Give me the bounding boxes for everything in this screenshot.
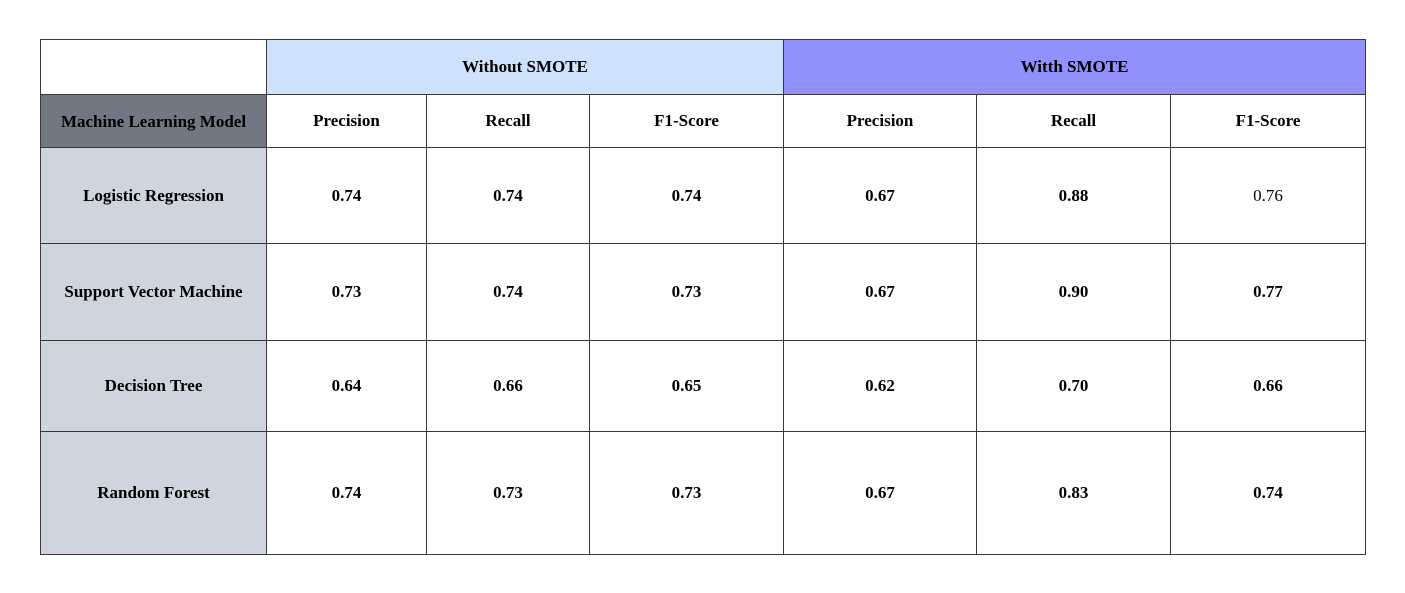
model-name-cell: Logistic Regression xyxy=(40,147,267,244)
table-row: Decision Tree 0.64 0.66 0.65 0.62 0.70 0.66 xyxy=(40,340,1367,432)
value-cell-without-f1: 0.65 xyxy=(588,340,785,432)
model-column-header: Machine Learning Model xyxy=(40,94,267,148)
metric-header-with-f1: F1-Score xyxy=(1170,94,1367,148)
model-name-cell: Random Forest xyxy=(40,431,267,555)
value-cell-with-f1: 0.76 xyxy=(1170,147,1367,244)
value-cell-with-recall: 0.90 xyxy=(976,243,1172,341)
value-cell-without-recall: 0.66 xyxy=(426,340,590,432)
value-cell-with-precision: 0.67 xyxy=(783,147,978,244)
value-cell-without-f1: 0.73 xyxy=(588,243,785,341)
value-cell-with-recall: 0.88 xyxy=(976,147,1172,244)
value-cell-without-recall: 0.74 xyxy=(426,147,590,244)
value-cell-with-f1: 0.66 xyxy=(1170,340,1367,432)
metric-header-with-recall: Recall xyxy=(976,94,1172,148)
value-cell-without-precision: 0.74 xyxy=(266,431,427,555)
value-cell-without-recall: 0.73 xyxy=(426,431,590,555)
group-header-without-smote: Without SMOTE xyxy=(265,39,785,95)
table-row: Support Vector Machine 0.73 0.74 0.73 0.67 0.… xyxy=(40,243,1367,341)
metric-header-without-precision: Precision xyxy=(266,94,427,148)
value-cell-with-recall: 0.83 xyxy=(976,431,1172,555)
value-cell-with-f1: 0.77 xyxy=(1170,243,1367,341)
value-cell-without-precision: 0.64 xyxy=(266,340,427,432)
metric-header-without-recall: Recall xyxy=(426,94,590,148)
metric-header-with-precision: Precision xyxy=(783,94,978,148)
value-cell-without-precision: 0.74 xyxy=(266,147,427,244)
value-cell-with-precision: 0.62 xyxy=(783,340,978,432)
metric-header-without-f1: F1-Score xyxy=(588,94,785,148)
value-cell-with-precision: 0.67 xyxy=(783,243,978,341)
model-name-cell: Support Vector Machine xyxy=(40,243,267,341)
table-row: Random Forest 0.74 0.73 0.73 0.67 0.83 0.74 xyxy=(40,431,1367,555)
value-cell-without-f1: 0.73 xyxy=(588,431,785,555)
value-cell-with-f1: 0.74 xyxy=(1170,431,1367,555)
value-cell-without-f1: 0.74 xyxy=(588,147,785,244)
group-header-with-smote: Witth SMOTE xyxy=(783,39,1367,95)
value-cell-with-recall: 0.70 xyxy=(976,340,1172,432)
corner-cell xyxy=(40,39,267,95)
value-cell-without-recall: 0.74 xyxy=(426,243,590,341)
metric-header-row: Machine Learning Model Precision Recall … xyxy=(40,94,1367,148)
value-cell-with-precision: 0.67 xyxy=(783,431,978,555)
model-name-cell: Decision Tree xyxy=(40,340,267,432)
value-cell-without-precision: 0.73 xyxy=(266,243,427,341)
group-header-row: Without SMOTE Witth SMOTE xyxy=(40,39,1367,95)
table-row: Logistic Regression 0.74 0.74 0.74 0.67 0.88 0… xyxy=(40,147,1367,244)
results-table: Without SMOTE Witth SMOTE Machine Learni… xyxy=(40,39,1367,555)
